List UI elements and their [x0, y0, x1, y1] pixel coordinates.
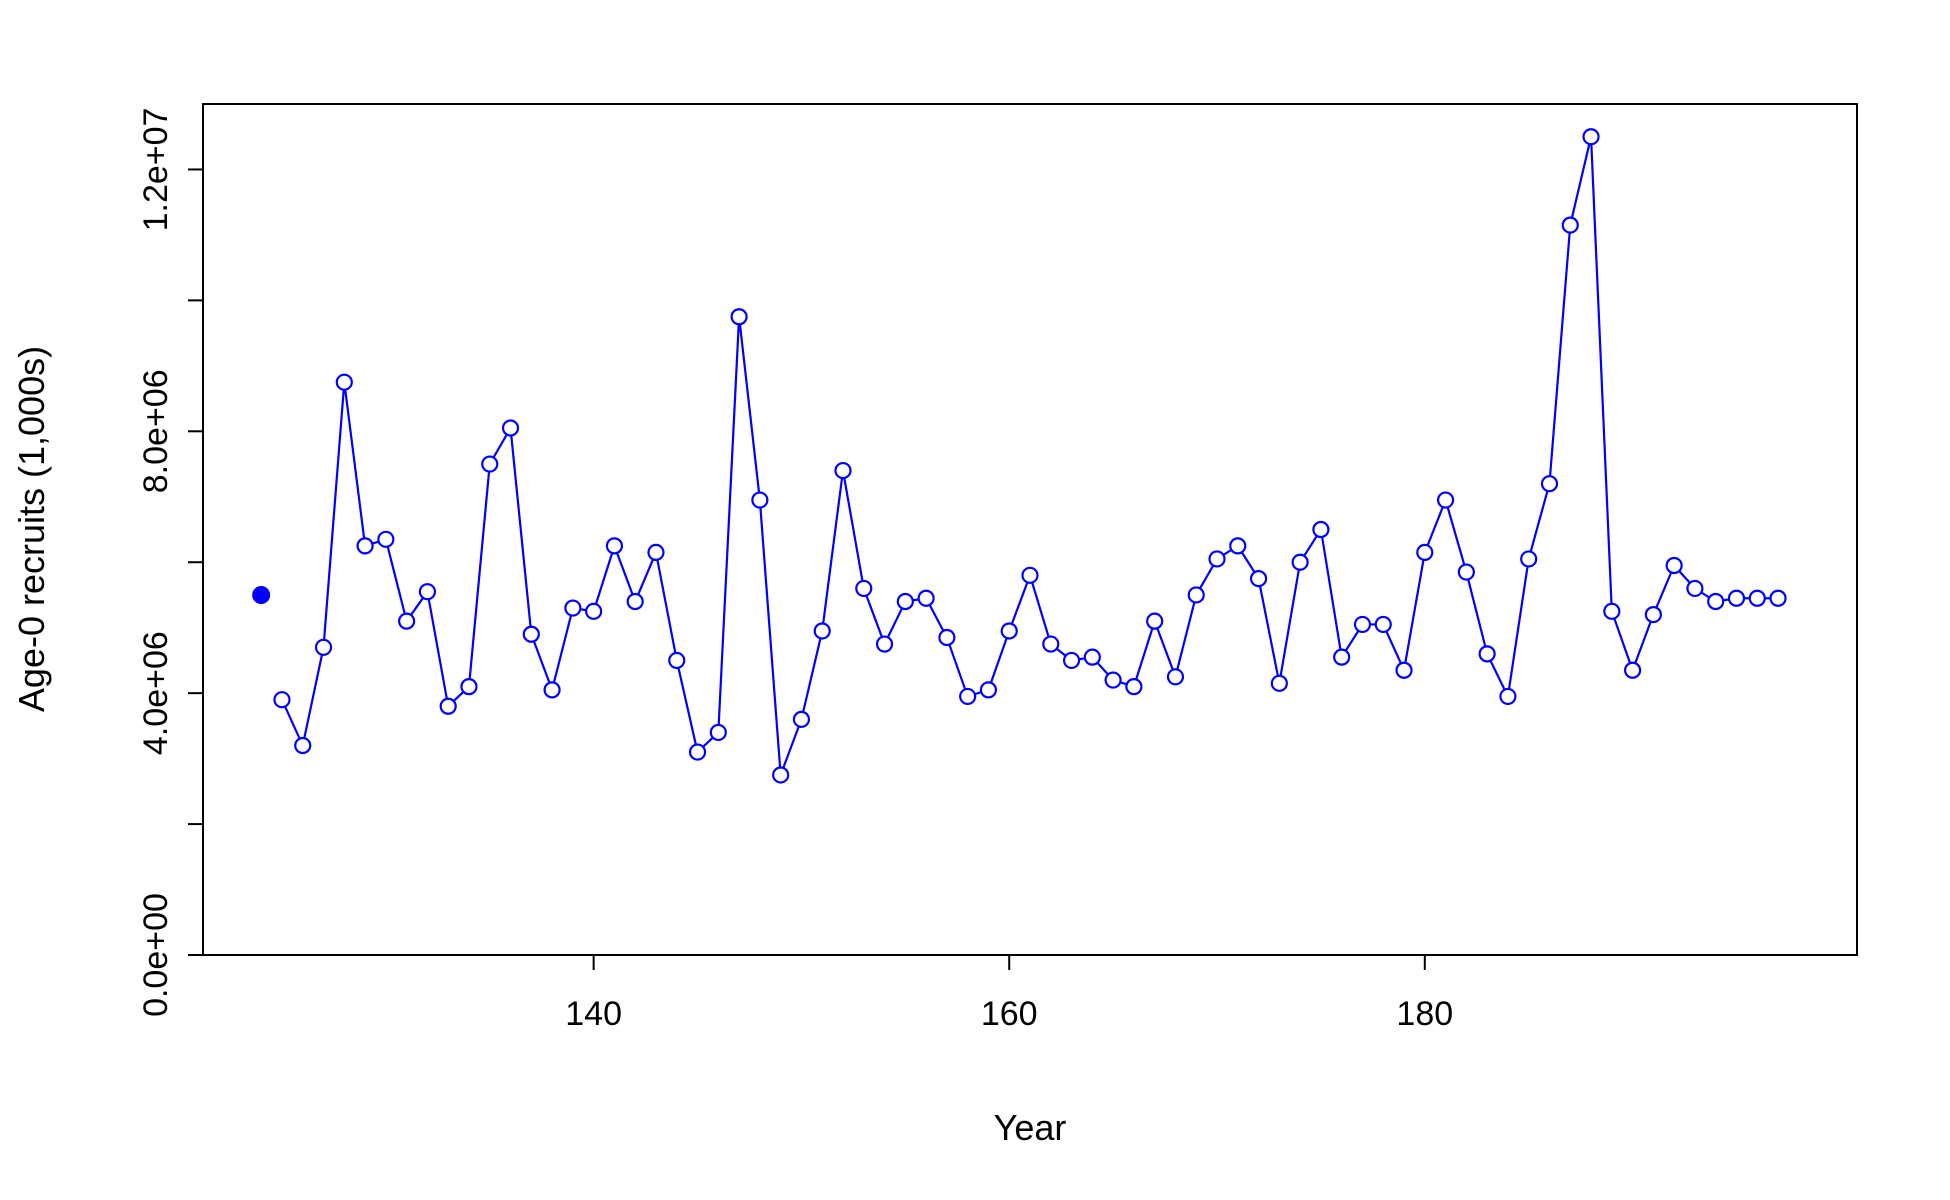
x-tick-label: 160	[981, 995, 1038, 1033]
data-point	[1021, 566, 1039, 584]
data-point	[501, 419, 520, 437]
data-point	[1312, 520, 1330, 539]
data-point	[1665, 556, 1683, 575]
data-point	[959, 687, 977, 706]
data-point	[875, 635, 894, 653]
data-point	[1270, 674, 1288, 692]
x-axis-title: Year	[994, 1107, 1067, 1148]
data-point	[979, 681, 998, 699]
data-point	[585, 602, 603, 620]
data-point	[1042, 635, 1060, 653]
data-point	[356, 537, 374, 555]
data-point	[1769, 589, 1787, 607]
y-axis: 0.0e+00 4.0e+06 8.0e+06 1.2e+07	[137, 108, 204, 1017]
data-point	[1104, 671, 1122, 689]
y-tick-label: 8.0e+06	[137, 369, 175, 493]
data-point	[917, 589, 935, 607]
data-point	[1395, 661, 1413, 679]
data-point	[1291, 553, 1309, 571]
x-tick-label: 180	[1396, 995, 1453, 1033]
data-point	[1374, 615, 1392, 634]
x-axis: 140 160 180	[565, 955, 1453, 1033]
data-point	[481, 455, 499, 473]
data-point	[1603, 602, 1621, 620]
series-line	[280, 136, 1779, 776]
data-point	[1686, 579, 1704, 598]
data-point	[605, 537, 624, 555]
initial-point	[252, 585, 271, 604]
data-point	[1707, 592, 1725, 611]
data-point	[855, 579, 873, 598]
data-point	[688, 743, 707, 761]
data-point	[813, 622, 831, 640]
data-point	[1582, 128, 1600, 146]
data-point	[543, 681, 561, 699]
data-point	[1146, 612, 1164, 630]
data-point	[273, 691, 291, 709]
series-group	[252, 128, 1787, 784]
data-point	[772, 766, 790, 784]
data-point	[1166, 668, 1185, 686]
y-tick-label: 0.0e+00	[137, 893, 175, 1017]
data-point	[896, 592, 914, 611]
data-point	[1561, 216, 1579, 234]
data-point	[1727, 589, 1746, 607]
data-point	[1478, 645, 1496, 663]
data-point	[1333, 648, 1351, 666]
data-point	[834, 461, 852, 480]
data-point	[398, 612, 416, 630]
data-point	[1499, 687, 1517, 706]
data-point	[564, 599, 582, 617]
data-point	[792, 710, 811, 728]
data-point	[1229, 537, 1247, 555]
data-point	[1540, 475, 1559, 493]
data-point	[751, 491, 769, 509]
x-tick-label: 140	[565, 995, 622, 1033]
data-point	[314, 638, 333, 656]
data-point	[1353, 615, 1372, 634]
data-point	[460, 678, 478, 696]
y-axis-title: Age-0 recruits (1,000s)	[11, 346, 52, 712]
data-point	[1083, 648, 1101, 666]
data-point	[1457, 563, 1475, 581]
y-tick-label: 1.2e+07	[137, 108, 175, 232]
data-point	[1416, 543, 1434, 562]
data-point	[1062, 651, 1081, 670]
data-point	[377, 530, 395, 548]
data-point	[709, 723, 727, 742]
data-point	[1000, 622, 1018, 640]
data-point	[1520, 550, 1538, 568]
data-point	[668, 651, 686, 670]
data-point	[1644, 605, 1662, 624]
data-point	[626, 592, 644, 611]
data-point	[1208, 550, 1226, 568]
data-point	[647, 543, 665, 562]
data-point	[294, 736, 312, 755]
y-tick-label: 4.0e+06	[137, 631, 175, 755]
data-point	[1623, 661, 1642, 679]
data-point	[1187, 586, 1205, 604]
data-point	[335, 373, 353, 391]
data-point	[1249, 569, 1268, 588]
data-point	[1436, 491, 1455, 509]
data-point	[439, 697, 457, 715]
data-point	[418, 583, 437, 601]
data-point	[730, 308, 748, 326]
data-point	[938, 628, 956, 647]
data-point	[1125, 678, 1143, 696]
data-point	[1748, 589, 1766, 607]
data-point	[522, 625, 540, 643]
